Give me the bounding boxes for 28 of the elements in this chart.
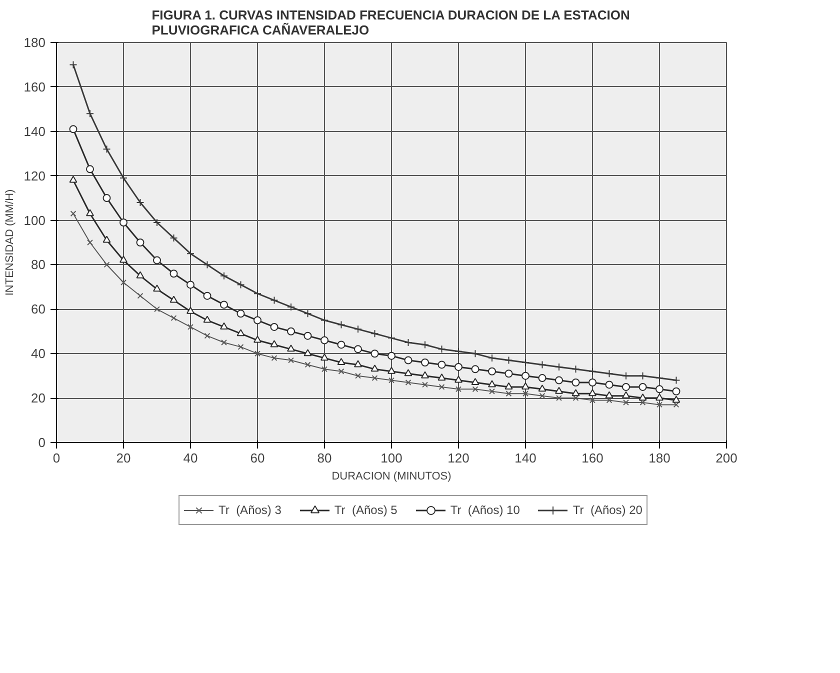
x-axis-title: DURACION (MINUTOS) <box>332 470 452 482</box>
x-tick-label: 120 <box>448 450 470 466</box>
y-tick-label: 140 <box>24 124 46 139</box>
legend-label: Tr (Años) 5 <box>334 503 398 517</box>
x-tick-label: 200 <box>716 450 738 466</box>
y-tick-label: 0 <box>38 435 46 450</box>
x-tick-label: 60 <box>250 450 265 466</box>
x-tick-label: 80 <box>317 450 332 466</box>
x-tick-label: 140 <box>514 450 536 466</box>
y-axis-title: INTENSIDAD (MM/H) <box>4 189 16 296</box>
chart-title: FIGURA 1. CURVAS INTENSIDAD FRECUENCIA DURACION DE LA ESTACION PLUVIOGRAFICA CAÑAVERALEJO <box>152 8 630 38</box>
y-tick-label: 100 <box>24 212 46 228</box>
y-tick-label: 180 <box>24 35 46 50</box>
x-tick-label: 180 <box>648 450 670 466</box>
y-tick-label: 80 <box>31 257 46 272</box>
legend-label: Tr (Años) 20 <box>572 503 642 517</box>
y-tick-label: 60 <box>31 302 46 317</box>
y-tick-label: 120 <box>24 168 46 184</box>
legend-label: Tr (Años) 10 <box>450 503 520 517</box>
x-tick-label: 160 <box>582 450 604 466</box>
y-tick-label: 160 <box>24 79 46 94</box>
y-tick-label: 40 <box>31 346 46 362</box>
x-tick-label: 0 <box>52 450 60 466</box>
legend-label: Tr (Años) 3 <box>218 503 282 517</box>
y-tick-label: 20 <box>31 390 46 406</box>
x-tick-label: 100 <box>380 450 402 466</box>
x-tick-label: 20 <box>116 450 131 466</box>
x-tick-label: 40 <box>183 450 198 466</box>
